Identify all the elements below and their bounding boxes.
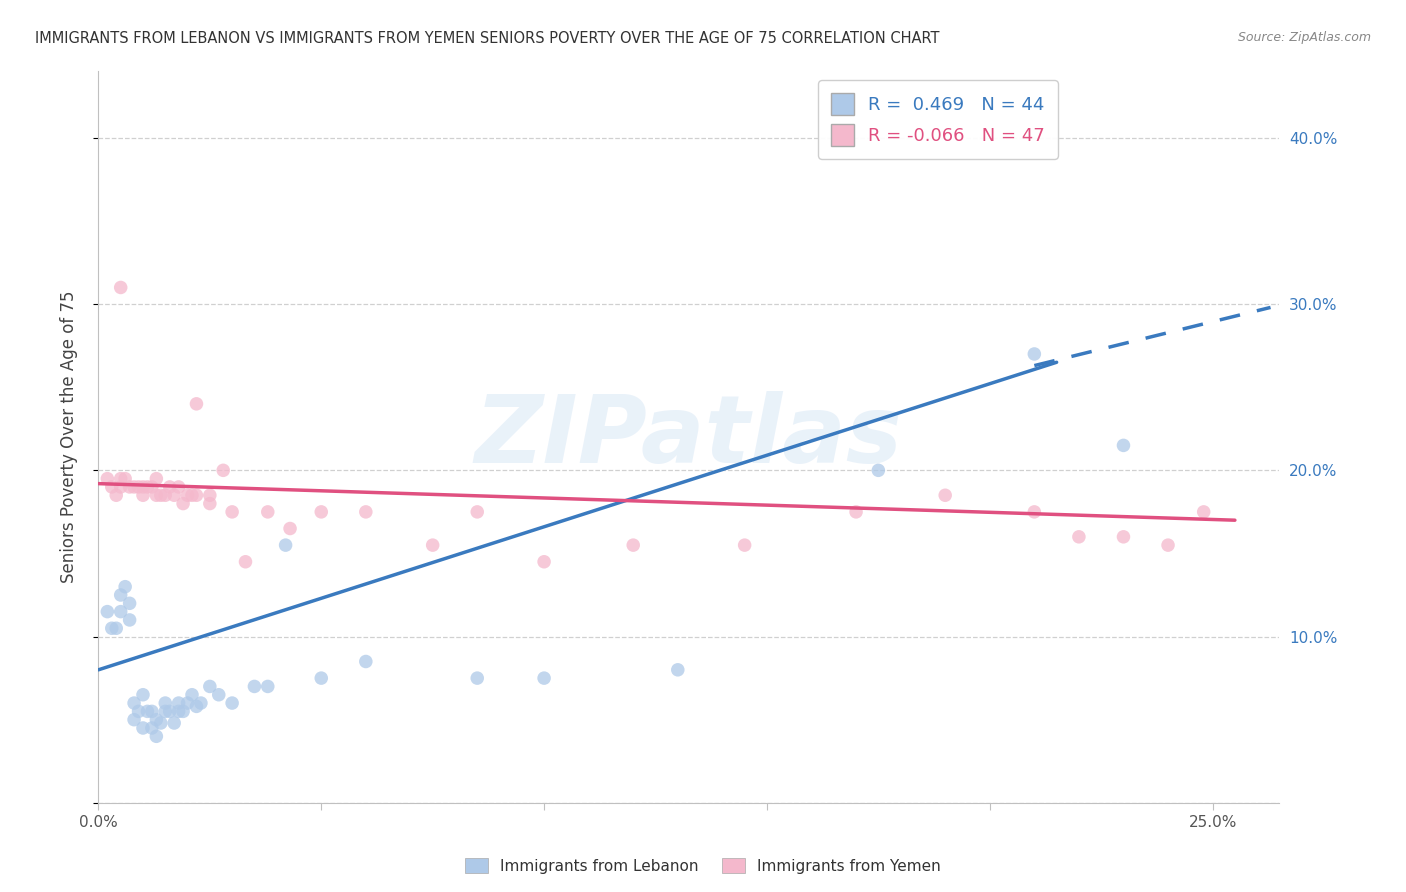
Point: [198, 497, 221, 511]
Point: [145, 488, 167, 502]
Point: [118, 596, 141, 610]
Point: [110, 588, 132, 602]
Point: [354, 505, 377, 519]
Point: [136, 480, 159, 494]
Point: [198, 488, 221, 502]
Point: [159, 705, 181, 719]
Point: [235, 555, 257, 569]
Point: [167, 480, 190, 494]
Point: [132, 488, 155, 502]
Point: [309, 671, 332, 685]
Point: [934, 488, 956, 502]
Point: [172, 497, 194, 511]
Point: [243, 680, 266, 694]
Point: [533, 555, 555, 569]
Point: [145, 729, 167, 743]
Point: [101, 621, 124, 635]
Point: [110, 605, 132, 619]
Point: [1024, 505, 1046, 519]
Point: [167, 696, 190, 710]
Point: [163, 716, 186, 731]
Point: [122, 480, 145, 494]
Point: [155, 696, 177, 710]
Point: [122, 713, 145, 727]
Point: [149, 488, 172, 502]
Point: [212, 463, 235, 477]
Point: [734, 538, 756, 552]
Point: [132, 721, 155, 735]
Point: [176, 488, 198, 502]
Point: [845, 505, 868, 519]
Legend: R =  0.469   N = 44, R = -0.066   N = 47: R = 0.469 N = 44, R = -0.066 N = 47: [818, 80, 1057, 159]
Point: [1192, 505, 1215, 519]
Point: [110, 472, 132, 486]
Point: [167, 705, 190, 719]
Point: [141, 480, 163, 494]
Point: [145, 713, 167, 727]
Point: [274, 538, 297, 552]
Point: [465, 671, 488, 685]
Point: [96, 472, 118, 486]
Point: [155, 705, 177, 719]
Point: [533, 671, 555, 685]
Point: [132, 480, 155, 494]
Point: [145, 472, 167, 486]
Point: [186, 699, 208, 714]
Point: [114, 580, 136, 594]
Point: [190, 696, 212, 710]
Point: [118, 480, 141, 494]
Legend: Immigrants from Lebanon, Immigrants from Yemen: Immigrants from Lebanon, Immigrants from…: [460, 852, 946, 880]
Point: [868, 463, 890, 477]
Point: [105, 488, 128, 502]
Point: [256, 680, 278, 694]
Point: [122, 696, 145, 710]
Point: [309, 505, 332, 519]
Point: [163, 488, 186, 502]
Point: [198, 680, 221, 694]
Point: [110, 480, 132, 494]
Text: Source: ZipAtlas.com: Source: ZipAtlas.com: [1237, 31, 1371, 45]
Point: [221, 696, 243, 710]
Point: [159, 480, 181, 494]
Y-axis label: Seniors Poverty Over the Age of 75: Seniors Poverty Over the Age of 75: [59, 291, 77, 583]
Point: [465, 505, 488, 519]
Point: [208, 688, 231, 702]
Point: [172, 705, 194, 719]
Point: [101, 480, 124, 494]
Point: [181, 488, 204, 502]
Point: [666, 663, 689, 677]
Point: [110, 280, 132, 294]
Point: [278, 521, 301, 535]
Point: [1112, 530, 1135, 544]
Point: [114, 472, 136, 486]
Point: [422, 538, 444, 552]
Point: [132, 688, 155, 702]
Point: [155, 488, 177, 502]
Point: [621, 538, 644, 552]
Point: [128, 480, 150, 494]
Text: ZIPatlas: ZIPatlas: [475, 391, 903, 483]
Point: [118, 613, 141, 627]
Text: IMMIGRANTS FROM LEBANON VS IMMIGRANTS FROM YEMEN SENIORS POVERTY OVER THE AGE OF: IMMIGRANTS FROM LEBANON VS IMMIGRANTS FR…: [35, 31, 939, 46]
Point: [256, 505, 278, 519]
Point: [141, 721, 163, 735]
Point: [1024, 347, 1046, 361]
Point: [128, 705, 150, 719]
Point: [221, 505, 243, 519]
Point: [1067, 530, 1090, 544]
Point: [1157, 538, 1180, 552]
Point: [354, 655, 377, 669]
Point: [96, 605, 118, 619]
Point: [105, 621, 128, 635]
Point: [1112, 438, 1135, 452]
Point: [176, 696, 198, 710]
Point: [141, 705, 163, 719]
Point: [186, 397, 208, 411]
Point: [136, 705, 159, 719]
Point: [149, 716, 172, 731]
Point: [181, 688, 204, 702]
Point: [186, 488, 208, 502]
